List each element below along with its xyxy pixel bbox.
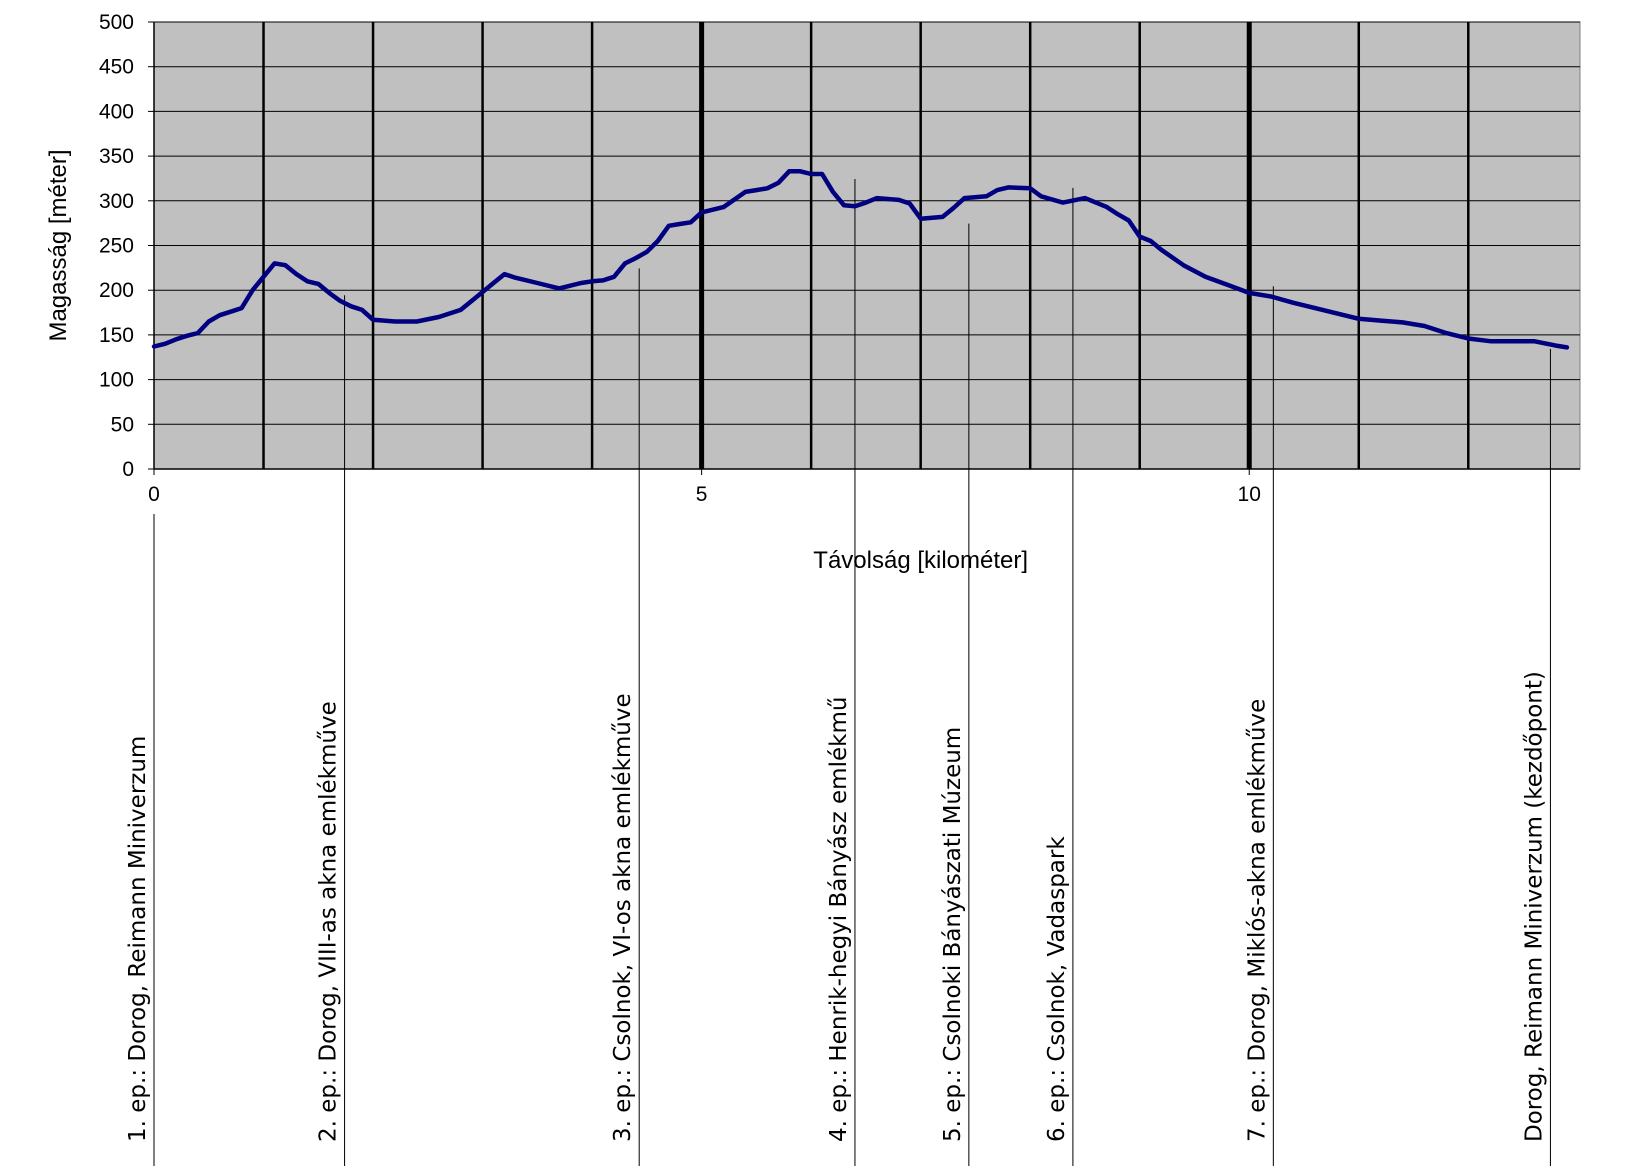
- y-tick-label: 0: [122, 458, 134, 481]
- elevation-line: [151, 169, 1570, 350]
- y-tick-label: 400: [99, 100, 134, 123]
- y-axis-ticks: 0 50 100 150 200 250 300 350 400 450 500: [99, 11, 1580, 481]
- station-label: Dorog, Reimann Miniverzum (kezdőpont): [1521, 671, 1547, 1142]
- station-label: 2. ep.: Dorog, VIII-as akna emlékműve: [316, 701, 342, 1142]
- x-tick-label: 10: [1238, 483, 1261, 506]
- y-tick-label: 350: [99, 145, 134, 168]
- station-label: 7. ep.: Dorog, Miklós-akna emlékműve: [1244, 699, 1270, 1142]
- y-tick-label: 200: [99, 279, 134, 302]
- x-axis-ticks: 0 5 10: [148, 469, 1261, 506]
- y-tick-label: 300: [99, 190, 134, 213]
- station-label: 4. ep.: Henrik-hegyi Bányász emlékmű: [826, 697, 852, 1142]
- x-tick-label: 0: [148, 483, 160, 506]
- y-axis-title: Magasság [méter]: [45, 149, 72, 341]
- station-label: 3. ep.: Csolnok, VI-os akna emlékműve: [610, 693, 636, 1142]
- y-tick-label: 50: [111, 413, 134, 436]
- y-tick-label: 450: [99, 56, 134, 79]
- y-tick-label: 250: [99, 235, 134, 258]
- station-label: 6. ep.: Csolnok, Vadaspark: [1044, 836, 1070, 1142]
- station-markers: 1. ep.: Dorog, Reimann Miniverzum 2. ep.:…: [125, 178, 1551, 1166]
- station-label: 1. ep.: Dorog, Reimann Miniverzum: [125, 736, 151, 1142]
- x-tick-label: 5: [696, 483, 708, 506]
- vertical-gridlines: [262, 22, 1470, 469]
- y-tick-label: 150: [99, 324, 134, 347]
- y-tick-label: 500: [99, 11, 134, 34]
- y-tick-label: 100: [99, 369, 134, 392]
- x-axis-title: Távolság [kilométer]: [813, 547, 1028, 574]
- station-label: 5. ep.: Csolnoki Bányászati Múzeum: [940, 727, 966, 1142]
